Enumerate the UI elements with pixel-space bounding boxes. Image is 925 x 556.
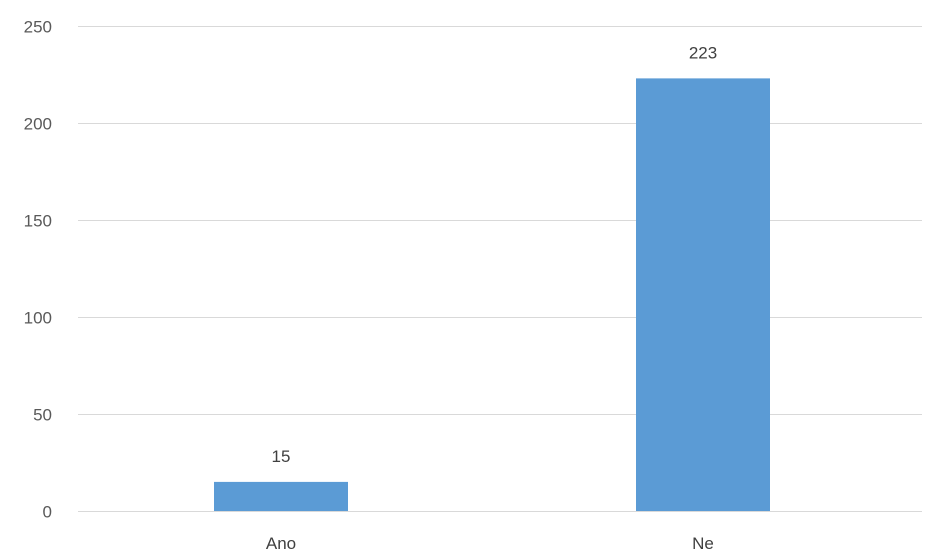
data-labels: 15 223 xyxy=(272,43,718,466)
bar-ano xyxy=(214,481,348,511)
y-tick-label: 0 xyxy=(43,503,52,522)
y-tick-label: 150 xyxy=(24,212,52,231)
x-category-label: Ano xyxy=(266,534,296,551)
data-label: 15 xyxy=(272,447,291,466)
y-axis-tick-labels: 0 50 100 150 200 250 xyxy=(24,18,52,522)
bars xyxy=(214,78,770,511)
y-tick-label: 100 xyxy=(24,309,52,328)
gridlines xyxy=(78,26,922,512)
bar-ne xyxy=(636,78,770,511)
x-axis-category-labels: Ano Ne xyxy=(266,534,714,553)
y-tick-label: 50 xyxy=(33,406,52,425)
y-tick-label: 200 xyxy=(24,115,52,134)
y-tick-label: 250 xyxy=(24,18,52,37)
x-category-label: Ne xyxy=(692,534,714,551)
data-label: 223 xyxy=(689,43,717,62)
